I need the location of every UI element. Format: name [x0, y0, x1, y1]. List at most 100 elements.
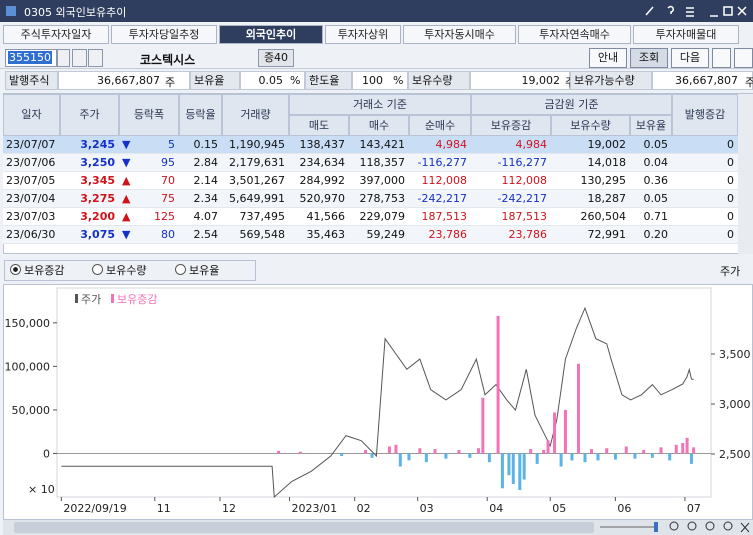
- radio[interactable]: [175, 264, 186, 275]
- bar: [692, 447, 696, 454]
- window-controls[interactable]: [640, 4, 750, 18]
- bar: [468, 453, 472, 458]
- table-scrollbar[interactable]: [738, 94, 753, 254]
- plot-area: [56, 287, 712, 498]
- bar: [444, 453, 448, 459]
- table-cell: 41,566: [306, 210, 346, 223]
- toolbar-button[interactable]: 안내: [589, 48, 627, 68]
- table-cell: 112,008: [421, 174, 468, 187]
- table-cell: 18,287: [587, 192, 627, 205]
- table-cell: 118,357: [359, 156, 406, 169]
- radio-label[interactable]: 보유수량: [106, 264, 147, 277]
- table-cell: 0.05: [643, 138, 669, 151]
- bar: [457, 449, 461, 454]
- table-cell: 23/07/04: [6, 192, 56, 205]
- bar: [605, 448, 609, 454]
- bar: [624, 446, 628, 454]
- bar: [522, 453, 526, 480]
- table-cell: 2.14: [193, 174, 219, 187]
- column-header: 매수: [349, 115, 409, 136]
- y2-tick-label: 3,000: [719, 398, 751, 411]
- y-tick-label: 150,000: [5, 317, 51, 330]
- x-tick-label: 12: [222, 502, 236, 515]
- bar: [576, 363, 580, 454]
- scroll-thumb[interactable]: [14, 522, 594, 533]
- group-header: 금감원 기준: [471, 94, 672, 115]
- table-row: [3, 208, 738, 226]
- zoom-controls[interactable]: [598, 520, 753, 535]
- title-bar: [0, 0, 753, 22]
- table-cell: 125: [154, 210, 175, 223]
- table-cell: 19,002: [587, 138, 627, 151]
- y2-tick-label: 3,500: [719, 348, 751, 361]
- tab[interactable]: 투자자매물대: [633, 25, 739, 44]
- radio-label[interactable]: 보유율: [189, 264, 220, 277]
- table-cell: 0.15: [193, 138, 219, 151]
- info-unit: 주: [745, 76, 753, 89]
- column-header: 보유율: [630, 115, 672, 136]
- table-cell: 3,345: [80, 174, 115, 187]
- legend-label: 주가: [81, 293, 101, 306]
- x-tick-label: 06: [617, 502, 631, 515]
- tab[interactable]: 투자자연속매수: [518, 25, 631, 44]
- bar: [364, 449, 368, 454]
- list-button[interactable]: [712, 48, 731, 68]
- table-cell: 229,079: [359, 210, 406, 223]
- toolbar-button[interactable]: 조회: [630, 48, 668, 68]
- table-cell: -242,217: [497, 192, 547, 205]
- table-cell: 75: [161, 192, 175, 205]
- radio-label[interactable]: 보유증감: [24, 264, 65, 277]
- tab[interactable]: 투자자상위: [325, 25, 401, 44]
- table-cell: 260,504: [580, 210, 627, 223]
- column-header: 일자: [3, 94, 60, 136]
- tab[interactable]: 외국인추이: [219, 25, 323, 44]
- info-unit: 주: [165, 76, 176, 89]
- table-cell: 187,513: [501, 210, 548, 223]
- table-cell: 138,437: [299, 138, 346, 151]
- table-cell: 23,786: [508, 228, 548, 241]
- column-header: 매도: [289, 115, 349, 136]
- table-cell: 23/07/03: [6, 210, 56, 223]
- table-cell: 0: [727, 156, 734, 169]
- bar: [387, 446, 391, 454]
- y2-tick-label: 2,500: [719, 448, 751, 461]
- tab[interactable]: 투자자당일추정: [111, 25, 217, 44]
- radio[interactable]: [92, 264, 103, 275]
- table-cell: 3,275: [80, 192, 115, 205]
- table-cell: 569,548: [239, 228, 286, 241]
- table-cell: 4.07: [193, 210, 219, 223]
- tab[interactable]: 투자자동시매수: [403, 25, 516, 44]
- table-cell: -116,277: [417, 156, 467, 169]
- column-header: 순매수: [409, 115, 471, 136]
- tab[interactable]: 주식투자자일자: [3, 25, 109, 44]
- code-dropdown[interactable]: [57, 49, 70, 67]
- bar: [481, 397, 485, 454]
- radio[interactable]: [10, 264, 21, 275]
- bar: [424, 453, 428, 463]
- stock-code-text[interactable]: 355150: [8, 51, 52, 64]
- column-header: 거래량: [222, 94, 289, 136]
- table-cell: 23,786: [428, 228, 468, 241]
- table-cell: 4,984: [515, 138, 548, 151]
- bar: [589, 449, 593, 454]
- x-tick-label: 2023/01: [291, 502, 337, 515]
- toolbar-button[interactable]: 다음: [671, 48, 709, 68]
- info-value-box: [240, 71, 305, 90]
- search-button[interactable]: [72, 49, 87, 67]
- table-cell: 130,295: [580, 174, 627, 187]
- table-cell: 737,495: [239, 210, 286, 223]
- window-title: 0305 외국인보유추이: [24, 6, 127, 19]
- direction-marker: ▲: [122, 192, 131, 205]
- axis-annotation: × 10: [28, 483, 55, 496]
- bar: [398, 453, 402, 467]
- favorite-button[interactable]: [88, 49, 103, 67]
- bar: [613, 453, 617, 460]
- bar: [394, 444, 398, 454]
- info-label: 보유율: [190, 71, 240, 90]
- column-header: 등락율: [179, 94, 222, 136]
- table-cell: 23/07/05: [6, 174, 56, 187]
- x-tick-label: 07: [687, 502, 701, 515]
- table-row: [3, 226, 738, 244]
- info-value: 19,002: [521, 74, 561, 87]
- bar: [681, 443, 685, 454]
